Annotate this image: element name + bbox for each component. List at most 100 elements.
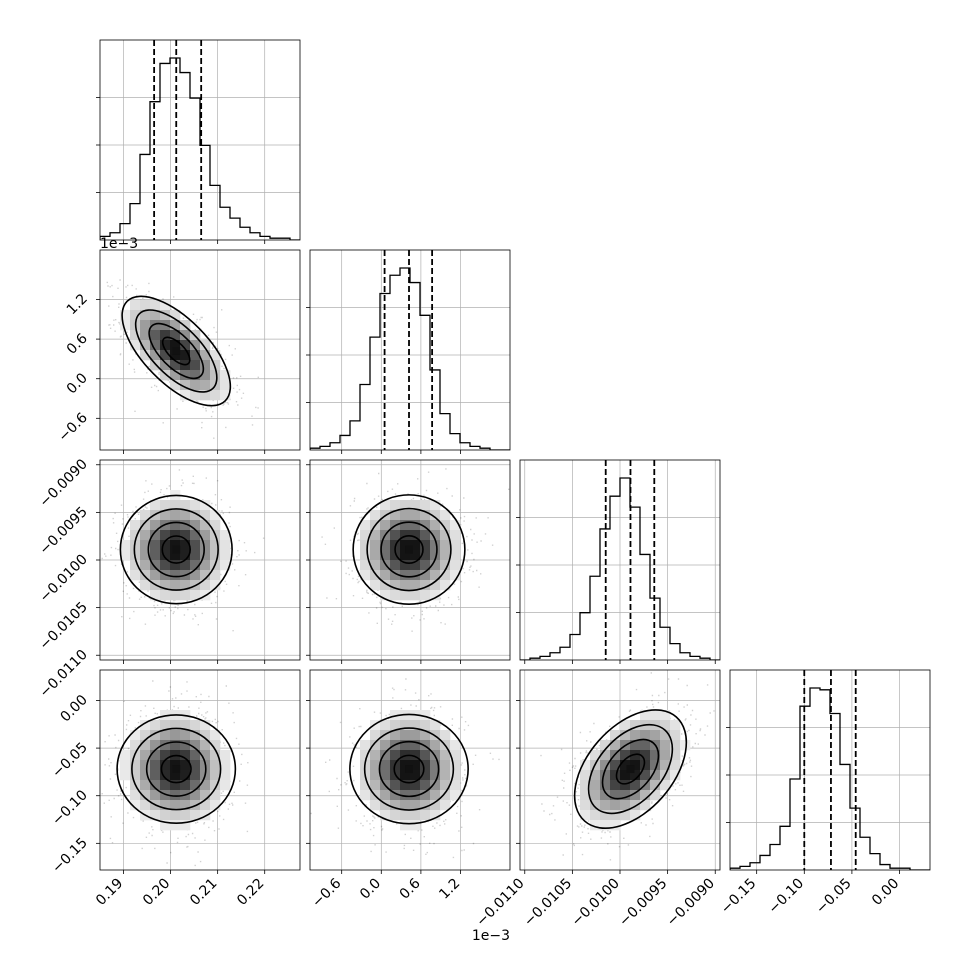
density-cell — [170, 330, 181, 341]
density-cell — [220, 550, 231, 561]
density-cell — [210, 800, 221, 811]
density-cell — [170, 770, 181, 781]
density-cell — [430, 790, 441, 801]
density-cell — [360, 740, 371, 751]
density-cell — [390, 750, 401, 761]
density-cell — [140, 310, 151, 321]
contour-2 — [587, 723, 674, 815]
density-cell — [170, 720, 181, 731]
contour-0 — [393, 754, 425, 784]
panel-1-0 — [100, 250, 300, 450]
density-cell — [660, 760, 671, 771]
contour-0 — [161, 535, 191, 564]
density-cell — [670, 770, 681, 781]
density-cell — [440, 750, 451, 761]
density-cell — [430, 740, 441, 751]
y-tick-label: −0.0090 — [37, 456, 91, 510]
density-cell — [610, 740, 621, 751]
y-offset-label-1: 1e−3 — [100, 236, 138, 252]
density-cell — [380, 590, 391, 601]
y-tick-label: −0.0100 — [37, 552, 91, 606]
density-cell — [200, 580, 211, 591]
density-cell — [430, 570, 441, 581]
panel-frame-0-0 — [99, 39, 301, 241]
x-tick-label: −0.6 — [309, 875, 344, 910]
density-cell — [150, 570, 161, 581]
density-cell — [160, 590, 171, 601]
density-cell — [410, 750, 421, 761]
density-cell — [420, 770, 431, 781]
density-cell — [370, 730, 381, 741]
density-cell — [140, 800, 151, 811]
density-cell — [120, 770, 131, 781]
density-cell — [370, 510, 381, 521]
density-cell — [190, 560, 201, 571]
density-cell — [210, 370, 221, 381]
y-tick-label: −0.6 — [55, 410, 90, 445]
density-cell — [430, 810, 441, 821]
density-cell — [130, 730, 141, 741]
density-cell — [220, 780, 231, 791]
density-cell — [190, 380, 201, 391]
density-cell — [150, 340, 161, 351]
density-cell — [590, 810, 601, 821]
density-cell — [130, 560, 141, 571]
density-cell — [140, 300, 151, 311]
density-cell — [160, 770, 171, 781]
density-cell — [420, 510, 431, 521]
density-cell — [130, 330, 141, 341]
contour-3 — [121, 295, 232, 407]
density-cell — [440, 800, 451, 811]
density-cell — [180, 590, 191, 601]
density-cell — [160, 350, 171, 361]
density-cell — [140, 340, 151, 351]
density-cell — [400, 780, 411, 791]
density-cell — [440, 540, 451, 551]
density-cell — [150, 730, 161, 741]
density-cell — [170, 370, 181, 381]
density-cell — [400, 810, 411, 821]
density-cell — [170, 780, 181, 791]
x-tick-label: −0.05 — [813, 876, 855, 918]
density-cell — [160, 360, 171, 371]
contour-0 — [160, 754, 192, 784]
density-cell — [410, 500, 421, 511]
density-cell — [170, 560, 181, 571]
density-cell — [170, 510, 181, 521]
panel-frames — [96, 39, 931, 874]
density-cell — [190, 750, 201, 761]
panel-frame-3-0 — [99, 669, 301, 871]
x-tick-label: 0.0 — [357, 876, 384, 903]
density-cell — [170, 350, 181, 361]
density-cell — [180, 560, 191, 571]
contour-1 — [378, 740, 440, 798]
density-cell — [420, 800, 431, 811]
density-cell — [210, 580, 221, 591]
density-cell — [440, 570, 451, 581]
density-cell — [150, 560, 161, 571]
density-cell — [370, 770, 381, 781]
density-cell — [120, 320, 131, 331]
density-cell — [630, 730, 641, 741]
density-cell — [210, 550, 221, 561]
density-cell — [420, 520, 431, 531]
density-cell — [370, 570, 381, 581]
density-cell — [410, 820, 421, 831]
x-tick-label: 0.20 — [140, 876, 173, 909]
density-cell — [130, 760, 141, 771]
density-cell — [180, 740, 191, 751]
x-tick-label: 0.6 — [397, 875, 424, 902]
density-cell — [120, 760, 131, 771]
density-cell — [450, 520, 461, 531]
contour-1 — [147, 521, 205, 578]
contour-3 — [119, 494, 233, 605]
density-cell — [160, 730, 171, 741]
y-tick-label: 0.00 — [57, 692, 90, 725]
density-cell — [170, 820, 181, 831]
density-cell — [130, 740, 141, 751]
density-cell — [450, 780, 461, 791]
density-cell — [380, 720, 391, 731]
x-tick-label: −0.10 — [765, 876, 807, 918]
density-cell — [150, 330, 161, 341]
